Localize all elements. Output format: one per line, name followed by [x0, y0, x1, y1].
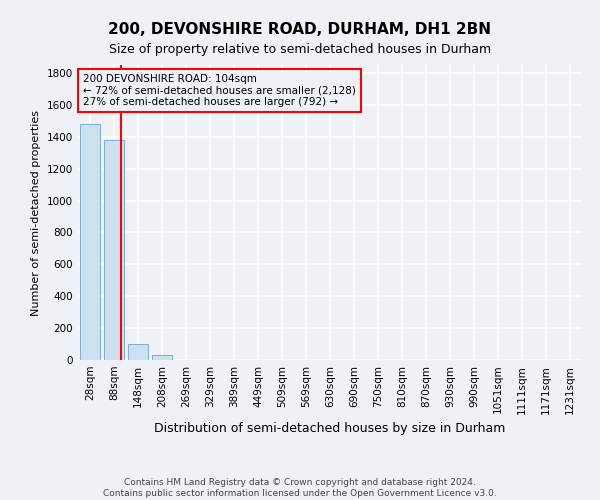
Text: Size of property relative to semi-detached houses in Durham: Size of property relative to semi-detach… [109, 42, 491, 56]
X-axis label: Distribution of semi-detached houses by size in Durham: Distribution of semi-detached houses by … [154, 422, 506, 435]
Y-axis label: Number of semi-detached properties: Number of semi-detached properties [31, 110, 41, 316]
Text: Contains HM Land Registry data © Crown copyright and database right 2024.
Contai: Contains HM Land Registry data © Crown c… [103, 478, 497, 498]
Text: 200 DEVONSHIRE ROAD: 104sqm
← 72% of semi-detached houses are smaller (2,128)
27: 200 DEVONSHIRE ROAD: 104sqm ← 72% of sem… [83, 74, 356, 107]
Bar [152, 355, 172, 360]
Bar [128, 344, 148, 360]
Text: 200, DEVONSHIRE ROAD, DURHAM, DH1 2BN: 200, DEVONSHIRE ROAD, DURHAM, DH1 2BN [109, 22, 491, 38]
Bar [80, 124, 100, 360]
Bar [104, 140, 124, 360]
